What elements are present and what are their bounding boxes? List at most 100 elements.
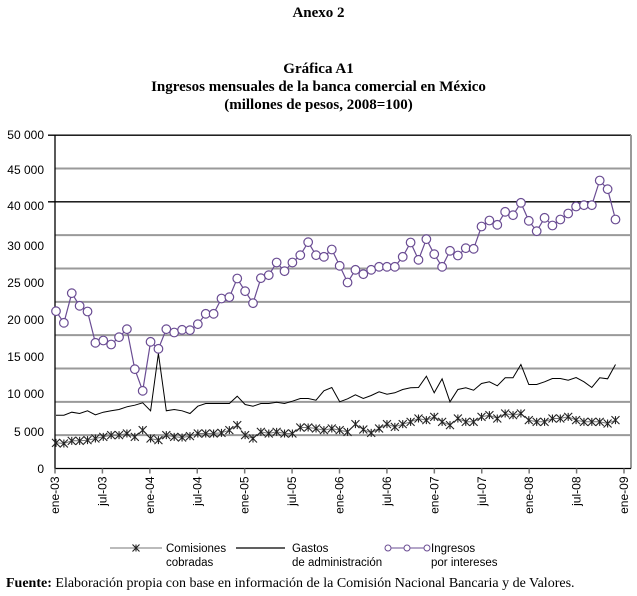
data-point — [161, 430, 171, 440]
series-gastos — [56, 353, 616, 416]
legend-label: por intereses — [431, 557, 498, 569]
data-point — [145, 336, 156, 347]
data-point — [531, 226, 542, 237]
data-point — [571, 415, 581, 425]
data-point — [492, 219, 503, 230]
data-point — [595, 417, 605, 427]
chart-subtitle: (millones de pesos, 2008=100) — [224, 97, 413, 113]
y-tick-label: 20 000 — [7, 313, 44, 327]
data-point — [263, 270, 274, 281]
data-point — [421, 234, 432, 245]
data-point — [106, 430, 116, 440]
data-point — [122, 324, 132, 335]
x-tick-label: ene-09 — [617, 476, 631, 514]
data-point — [555, 414, 565, 423]
data-point — [374, 424, 384, 433]
y-tick-label: 0 — [37, 462, 44, 476]
data-point — [129, 364, 140, 375]
data-point — [477, 412, 486, 422]
data-point — [390, 422, 400, 432]
source-text: Elaboración propia con base en informaci… — [51, 576, 575, 591]
data-point — [461, 417, 471, 427]
data-point — [563, 208, 574, 219]
x-tick-label: jul-06 — [380, 476, 394, 507]
legend-label: Gastos — [292, 543, 329, 555]
y-tick-label: 50 000 — [7, 128, 44, 142]
legend-label: Comisiones — [166, 543, 226, 555]
data-point — [256, 427, 266, 437]
data-point — [405, 237, 416, 248]
data-point — [485, 410, 494, 420]
data-point — [334, 260, 345, 271]
y-tick-label: 40 000 — [7, 199, 44, 213]
legend-marker — [403, 544, 411, 552]
data-point — [185, 325, 195, 336]
x-tick-label: jul-05 — [285, 476, 299, 507]
data-point — [288, 429, 297, 438]
data-point — [217, 428, 226, 438]
data-point — [414, 414, 423, 423]
data-point — [603, 419, 612, 428]
data-point — [74, 300, 85, 311]
data-point — [548, 414, 557, 423]
data-point — [248, 298, 258, 309]
data-point — [303, 423, 313, 432]
data-point — [98, 335, 109, 346]
data-point — [335, 425, 345, 435]
legend-marker — [384, 544, 392, 552]
legend: Comisiones cobradas Gastos de administració… — [110, 543, 498, 569]
series-line — [55, 179, 617, 394]
data-point — [429, 412, 439, 422]
data-point — [193, 429, 203, 438]
data-point — [303, 237, 314, 248]
gridlines — [48, 134, 632, 469]
chart-supertitle: Gráfica A1 — [283, 61, 354, 77]
data-point — [224, 425, 234, 435]
source-note: Fuente: Elaboración propia con base en i… — [6, 576, 575, 592]
data-point — [90, 337, 101, 348]
data-point — [406, 417, 415, 427]
data-point — [397, 251, 408, 262]
data-point — [248, 434, 258, 443]
data-point — [539, 212, 550, 223]
legend-item: Comisiones cobradas — [110, 543, 226, 569]
data-point — [264, 429, 274, 438]
data-point — [594, 175, 605, 186]
x-tick-label: ene-04 — [143, 476, 157, 514]
data-point — [484, 215, 495, 226]
data-point — [295, 423, 305, 432]
data-point — [437, 261, 448, 272]
data-point — [508, 210, 518, 221]
data-point — [106, 339, 117, 350]
data-point — [476, 221, 487, 232]
data-point — [579, 417, 589, 427]
data-point — [532, 417, 542, 427]
data-point — [351, 419, 360, 429]
data-point — [342, 277, 353, 288]
legend-label: Ingresos — [431, 543, 475, 555]
legend-item: Ingresos por intereses — [384, 543, 498, 569]
data-point — [366, 428, 376, 438]
x-tick-label: ene-03 — [48, 476, 62, 514]
y-tick-label: 15 000 — [7, 350, 44, 364]
data-point — [67, 436, 77, 446]
data-point — [587, 417, 597, 427]
data-point — [185, 431, 195, 441]
data-point — [114, 332, 124, 343]
data-point — [130, 432, 140, 442]
data-point — [146, 434, 155, 443]
data-point — [319, 251, 329, 262]
legend-label: cobradas — [166, 557, 214, 569]
data-point — [232, 420, 242, 430]
data-point — [586, 200, 597, 211]
data-point — [516, 409, 526, 418]
data-point — [192, 319, 203, 330]
data-point — [224, 292, 235, 303]
data-point — [138, 425, 148, 435]
y-tick-label: 10 000 — [7, 387, 44, 401]
x-tick-label: ene-07 — [427, 476, 441, 514]
data-point — [413, 254, 424, 265]
data-point — [311, 424, 321, 433]
x-tick-label: jul-04 — [190, 476, 204, 507]
data-point — [319, 425, 329, 435]
